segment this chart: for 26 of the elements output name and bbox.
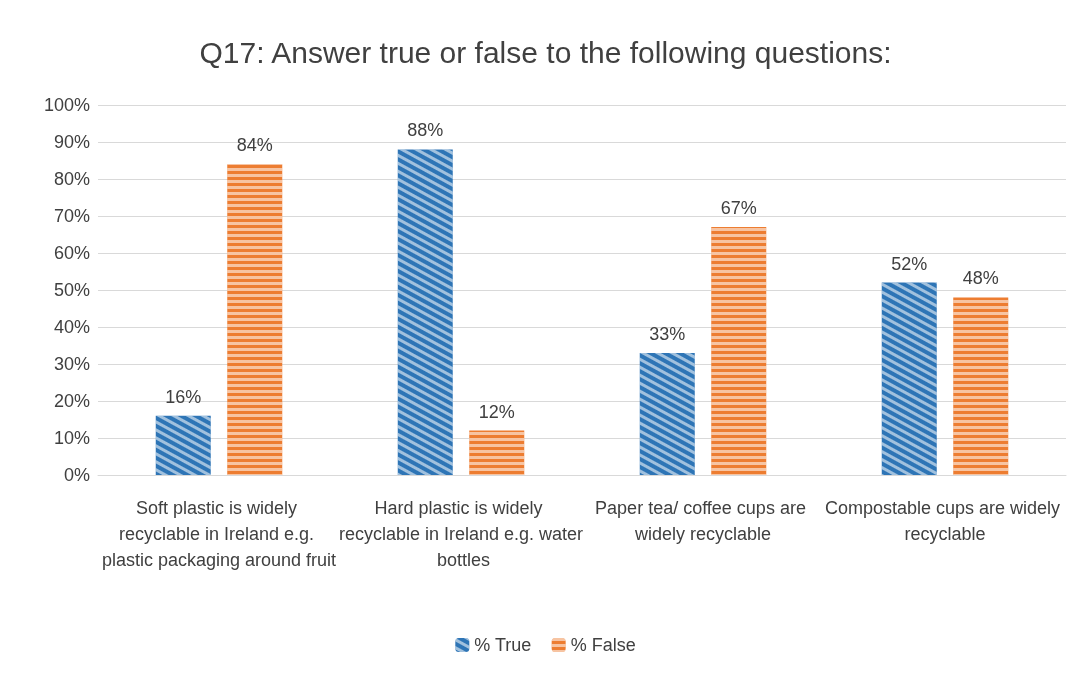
y-tick-label: 50% [53,280,90,300]
data-label: 48% [962,268,999,289]
legend-label: % False [570,635,636,655]
y-tick-label: 100% [43,95,90,115]
y-tick-label: 60% [53,243,90,263]
data-label: 33% [649,323,686,344]
data-label: 67% [720,198,757,219]
x-tick-label: Paper tea/ coffee cups are widely recyclable [595,498,811,544]
y-tick-label: 30% [53,354,90,374]
y-tick-label: 20% [53,391,90,411]
x-tick-label: Soft plastic is widely recyclable in Ireland e.g. plastic packaging around fruit [101,498,337,570]
x-tick-label: Hard plastic is widely recyclable in Ireland e.g. water bottles [338,498,584,570]
data-label: 16% [165,386,202,407]
y-tick-label: 90% [53,132,90,152]
data-label: 12% [478,401,515,422]
data-label: 84% [236,135,273,156]
y-tick-label: 80% [53,169,90,189]
y-tick-label: 40% [53,317,90,337]
x-tick-label: Compostable cups are widely recyclable [824,498,1066,544]
y-tick-label: 10% [53,428,90,448]
data-label: 52% [891,253,928,274]
chart-title: Q17: Answer true or false to the following questions: [199,35,892,69]
data-label: 88% [407,120,444,141]
y-tick-label: 70% [53,206,90,226]
y-tick-label: 0% [63,465,90,485]
legend-label: % True [474,635,532,655]
